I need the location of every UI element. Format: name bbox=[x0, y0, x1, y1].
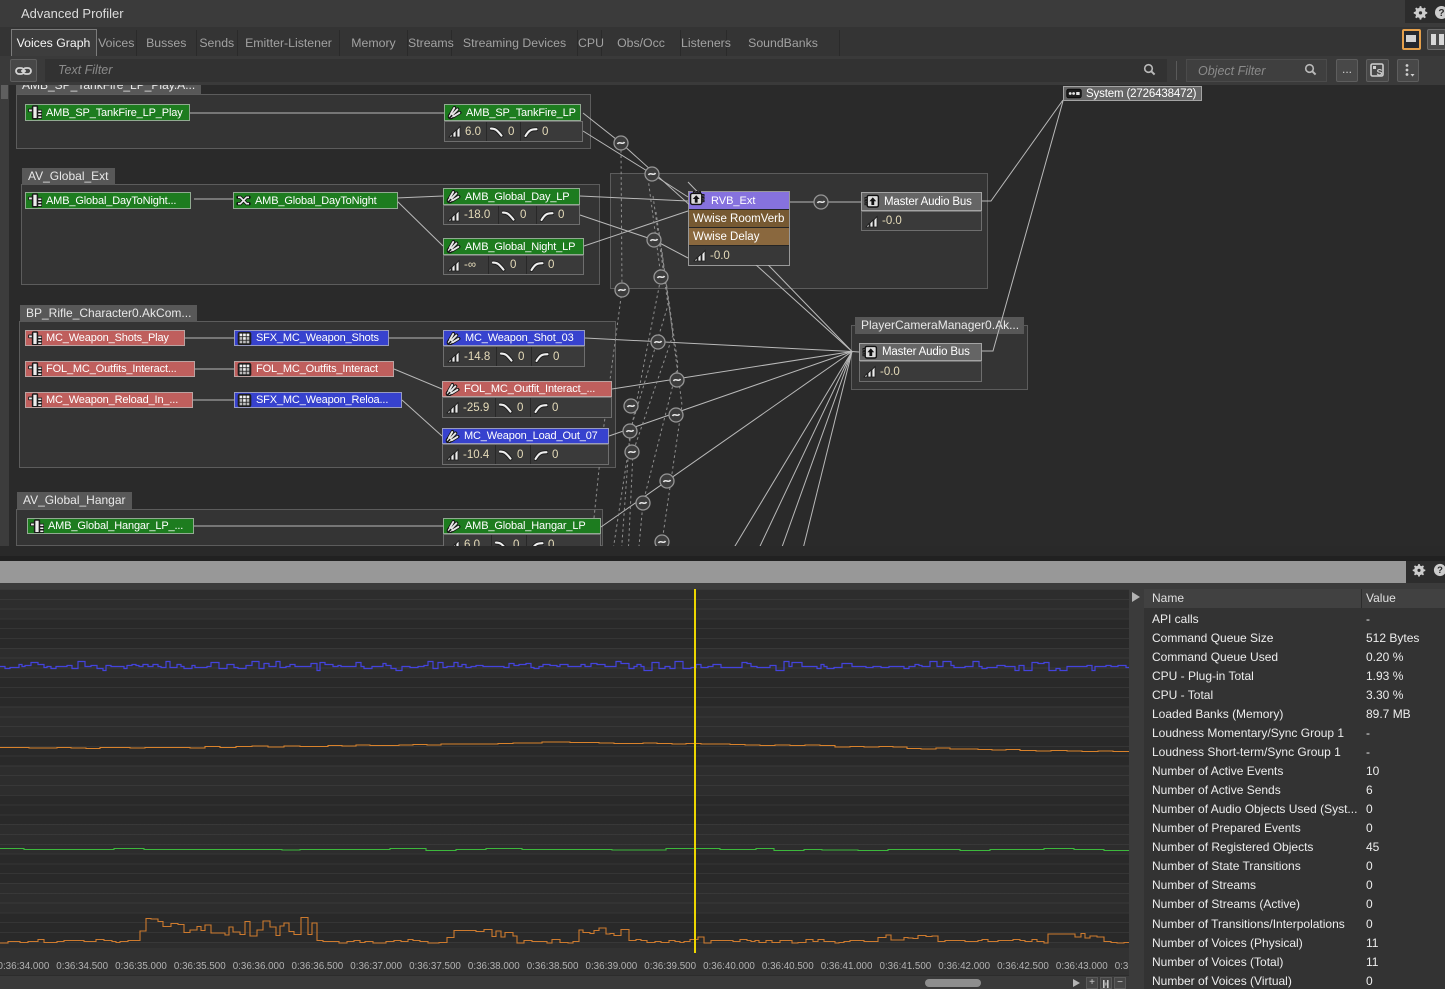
svg-text:S: S bbox=[1376, 68, 1382, 78]
svg-text:?: ? bbox=[1437, 565, 1443, 576]
svg-text:?: ? bbox=[1438, 8, 1444, 19]
